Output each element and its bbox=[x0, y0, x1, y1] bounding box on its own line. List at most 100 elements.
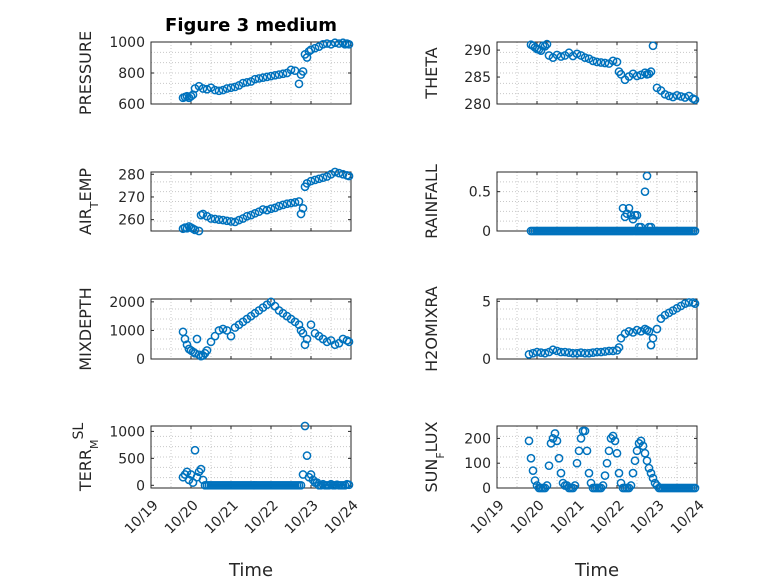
data-point bbox=[690, 299, 700, 308]
y-axis-label: H2OMIXRA bbox=[422, 286, 441, 372]
data-point bbox=[198, 84, 208, 93]
data-point bbox=[636, 436, 646, 446]
data-point bbox=[556, 468, 566, 478]
theta-subplot: 280 285 290 THETA bbox=[422, 39, 700, 113]
data-point bbox=[582, 446, 592, 456]
data-point bbox=[286, 198, 296, 208]
data-point bbox=[274, 201, 284, 211]
data-point bbox=[230, 217, 240, 227]
y-axis-label: RAINFALL bbox=[422, 164, 441, 239]
data-point bbox=[300, 340, 310, 350]
data-point bbox=[556, 347, 566, 357]
data-point bbox=[182, 91, 192, 101]
data-point bbox=[646, 340, 656, 350]
data-point bbox=[182, 223, 192, 233]
y-tick-label: 270 bbox=[118, 190, 145, 206]
y-tick-label: 0 bbox=[136, 352, 145, 368]
data-point bbox=[344, 337, 354, 347]
data-point bbox=[294, 197, 304, 206]
data-point bbox=[600, 471, 610, 480]
data-point bbox=[660, 89, 670, 99]
data-point bbox=[616, 69, 626, 79]
data-point bbox=[262, 72, 272, 82]
y-axis-label: AIRTEMP bbox=[76, 168, 101, 235]
x-tick-label: 10/20 bbox=[162, 497, 202, 537]
data-point bbox=[580, 53, 590, 62]
data-point bbox=[528, 466, 538, 475]
data-point bbox=[258, 73, 268, 83]
data-point bbox=[270, 203, 280, 213]
y-tick-label: 0 bbox=[136, 478, 145, 494]
data-point bbox=[262, 205, 272, 215]
data-point bbox=[640, 448, 650, 458]
data-point bbox=[226, 217, 236, 226]
data-point bbox=[294, 320, 304, 330]
data-point bbox=[178, 327, 188, 337]
data-point bbox=[330, 38, 340, 48]
data-point bbox=[238, 78, 248, 88]
data-point bbox=[542, 481, 552, 490]
data-point bbox=[190, 225, 200, 235]
data-point bbox=[564, 348, 574, 358]
data-point bbox=[310, 175, 320, 185]
data-point bbox=[334, 39, 344, 48]
data-point bbox=[646, 67, 656, 77]
data-point bbox=[344, 171, 354, 181]
data-point bbox=[196, 464, 206, 474]
data-point bbox=[344, 39, 354, 49]
air_temp-subplot: 260 270 280 AIRTEMP bbox=[76, 167, 354, 236]
data-point bbox=[664, 91, 674, 101]
data-point bbox=[576, 348, 586, 358]
data-point bbox=[612, 57, 622, 67]
data-point bbox=[544, 461, 554, 471]
data-point bbox=[642, 171, 652, 181]
x-tick-label: 10/21 bbox=[548, 497, 588, 537]
data-point bbox=[600, 58, 610, 68]
data-point bbox=[210, 214, 220, 224]
data-point bbox=[574, 446, 584, 456]
data-point bbox=[580, 426, 590, 436]
data-point bbox=[222, 216, 232, 226]
x-tick-label: 10/22 bbox=[242, 497, 282, 537]
x-tick-label: 10/19 bbox=[122, 497, 162, 537]
data-point bbox=[676, 92, 686, 101]
data-point bbox=[330, 340, 340, 350]
y-tick-label: 0.5 bbox=[469, 185, 491, 201]
y-tick-label: 0 bbox=[482, 481, 491, 497]
data-point bbox=[306, 176, 316, 186]
data-point bbox=[202, 84, 212, 94]
data-point bbox=[592, 347, 602, 357]
data-point bbox=[560, 347, 570, 357]
data-point bbox=[290, 198, 300, 207]
data-point bbox=[344, 480, 354, 490]
data-point bbox=[604, 346, 614, 356]
y-tick-label: 2000 bbox=[109, 295, 145, 311]
y-tick-label: 1000 bbox=[109, 424, 145, 440]
data-point bbox=[190, 445, 200, 455]
data-point bbox=[330, 167, 340, 177]
data-point bbox=[194, 226, 204, 236]
data-point bbox=[618, 203, 628, 213]
data-point bbox=[568, 348, 578, 358]
data-point bbox=[644, 463, 654, 473]
data-point bbox=[620, 212, 630, 222]
x-tick-label: 10/24 bbox=[668, 497, 708, 537]
x-tick-label: 10/20 bbox=[508, 497, 548, 537]
data-point bbox=[548, 345, 558, 355]
data-point bbox=[642, 456, 652, 466]
data-point bbox=[246, 210, 256, 220]
data-point bbox=[186, 91, 196, 101]
data-point bbox=[338, 38, 348, 48]
sun_flux-subplot: 0 100 200 10/19 10/20 10/21 10/22 10/23 10/24 SUN… bbox=[422, 421, 708, 581]
data-point bbox=[690, 95, 700, 105]
data-point bbox=[266, 204, 276, 214]
data-point bbox=[680, 299, 690, 308]
data-point bbox=[322, 337, 332, 347]
y-tick-label: 800 bbox=[118, 66, 145, 82]
data-point bbox=[580, 348, 590, 358]
y-axis-label: PRESSURE bbox=[76, 31, 95, 115]
data-point bbox=[588, 56, 598, 66]
data-point bbox=[584, 468, 594, 478]
data-point bbox=[572, 49, 582, 59]
